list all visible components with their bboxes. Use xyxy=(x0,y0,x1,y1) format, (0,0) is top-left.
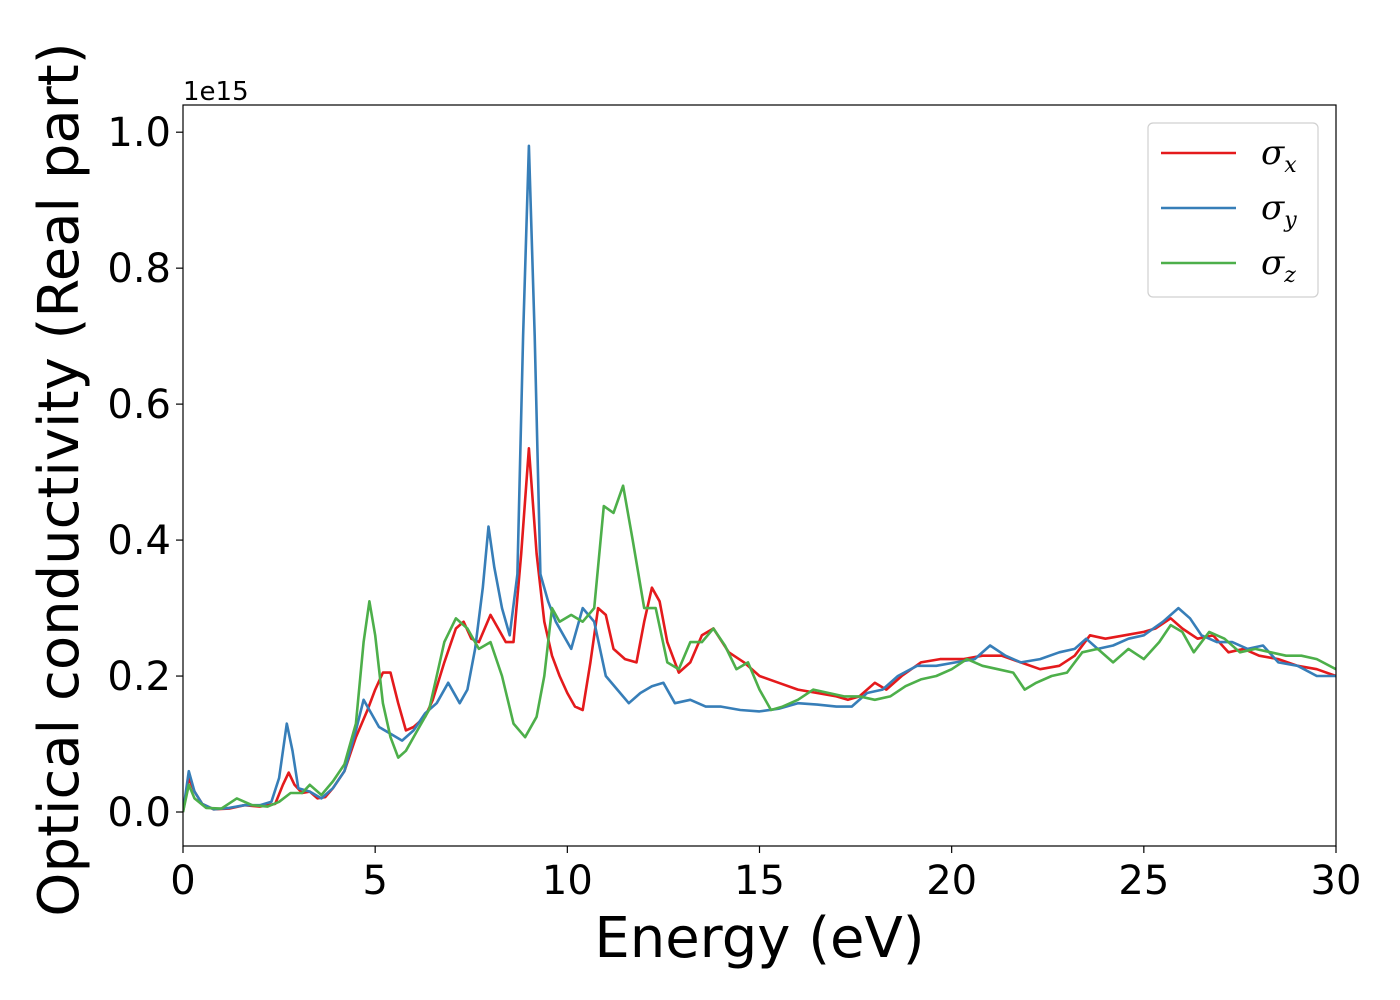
x-tick-label: 0 xyxy=(170,858,195,904)
legend-box xyxy=(1147,122,1319,298)
y-tick-label: 0.0 xyxy=(107,790,171,836)
x-tick-label: 30 xyxy=(1311,858,1362,904)
y-tick-label: 0.4 xyxy=(107,518,171,564)
x-tick-label: 10 xyxy=(542,858,593,904)
series-line-x xyxy=(183,447,1336,813)
legend: σx σy σz xyxy=(1147,122,1319,298)
y-tick-label: 0.6 xyxy=(107,382,171,428)
series-line-z xyxy=(183,484,1336,813)
y-offset-label: 1e15 xyxy=(183,77,249,107)
series-line-y xyxy=(183,144,1336,813)
legend-label-x: σx xyxy=(1261,133,1297,178)
y-tick-label: 0.8 xyxy=(107,246,171,292)
x-axis-label: Energy (eV) xyxy=(594,906,924,971)
y-axis-label: Optical conductivity (Real part) xyxy=(27,42,92,916)
x-tick-label: 25 xyxy=(1118,858,1169,904)
legend-label-z: σz xyxy=(1261,243,1296,288)
x-tick-label: 15 xyxy=(734,858,785,904)
legend-label-y: σy xyxy=(1261,188,1297,233)
series-layer xyxy=(183,144,1336,813)
ticks-layer: 0 5 10 15 20 25 30 0.0 0.2 0.4 0.6 0.8 1.0 xyxy=(107,110,1361,904)
x-tick-label: 20 xyxy=(926,858,977,904)
y-tick-label: 1.0 xyxy=(107,110,171,156)
x-tick-label: 5 xyxy=(362,858,387,904)
y-tick-label: 0.2 xyxy=(107,654,171,700)
